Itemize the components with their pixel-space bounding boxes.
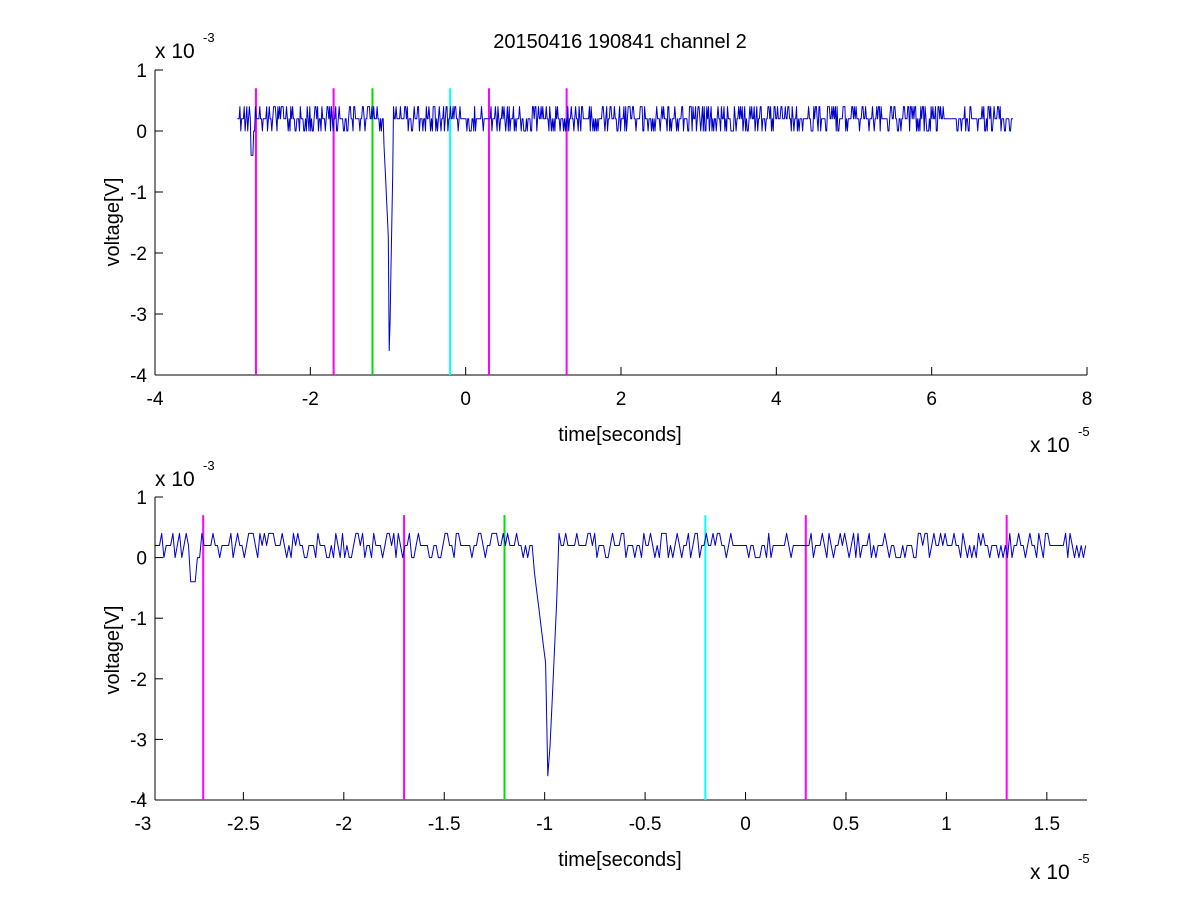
figure-title: 20150416 190841 channel 2 xyxy=(493,31,747,53)
top-y-ticks: -4 -3 -2 -1 0 1 xyxy=(130,61,163,387)
bottom-y-tick-label: -3 xyxy=(130,730,147,751)
top-voltage-trace xyxy=(237,106,1014,352)
bottom-y-tick-label: -4 xyxy=(130,791,147,812)
top-y-tick-label: -4 xyxy=(130,366,147,387)
top-subplot: -4 -2 0 2 4 6 8 -4 -3 -2 -1 0 1 time[seconds] volta… xyxy=(102,30,1092,457)
bottom-axes-box xyxy=(154,497,1087,801)
top-y-multiplier-base: x 10 xyxy=(155,40,195,63)
bottom-x-multiplier-base: x 10 xyxy=(1030,861,1070,884)
bottom-y-multiplier-exponent: -3 xyxy=(203,458,215,473)
bottom-x-tick-label: 0.5 xyxy=(833,814,859,835)
bottom-voltage-trace xyxy=(155,532,1087,777)
top-y-multiplier-exponent: -3 xyxy=(203,30,215,45)
top-x-multiplier: x 10 -5 xyxy=(1030,424,1090,457)
top-x-tick-label: 8 xyxy=(1082,389,1093,410)
top-x-tick-label: 0 xyxy=(460,389,471,410)
bottom-x-tick-label: -2.5 xyxy=(227,814,260,835)
top-x-multiplier-base: x 10 xyxy=(1030,434,1070,457)
bottom-y-multiplier: x 10 -3 xyxy=(155,458,215,491)
bottom-y-axis-label: voltage[V] xyxy=(102,606,124,695)
top-y-tick-label: 0 xyxy=(136,122,147,143)
bottom-x-tick-label: -0.5 xyxy=(629,814,662,835)
bottom-trace-group xyxy=(155,532,1087,777)
top-y-multiplier: x 10 -3 xyxy=(155,30,215,63)
top-y-tick-label: 1 xyxy=(136,61,147,82)
top-x-tick-label: 6 xyxy=(926,389,937,410)
bottom-y-tick-label: -1 xyxy=(130,609,147,630)
top-x-tick-label: 2 xyxy=(616,389,627,410)
top-x-tick-label: -4 xyxy=(147,389,164,410)
bottom-subplot: -3 -2.5 -2 -1.5 -1 -0.5 0 0.5 1 1.5 -4-3-2-101 ti… xyxy=(102,458,1090,884)
bottom-marker-lines xyxy=(202,515,1008,800)
top-x-tick-label: 4 xyxy=(771,389,782,410)
top-x-ticks: -4 -2 0 2 4 6 8 xyxy=(147,367,1093,410)
top-y-tick-label: -2 xyxy=(130,244,147,265)
bottom-y-multiplier-base: x 10 xyxy=(155,468,195,491)
top-y-tick-label: -1 xyxy=(130,183,147,204)
top-y-tick-label: -3 xyxy=(130,305,147,326)
bottom-x-multiplier-exponent: -5 xyxy=(1078,851,1090,866)
bottom-x-tick-label: 1.5 xyxy=(1034,814,1060,835)
bottom-y-tick-label: -2 xyxy=(130,670,147,691)
top-x-tick-label: -2 xyxy=(302,389,319,410)
bottom-x-ticks: -3 -2.5 -2 -1.5 -1 -0.5 0 0.5 1 1.5 xyxy=(134,792,1060,835)
top-trace-group xyxy=(237,106,1014,352)
bottom-y-tick-label: 0 xyxy=(136,549,147,570)
bottom-y-ticks: -4 -3 -2 -1 0 1 xyxy=(130,488,163,812)
bottom-y-tick-label: 1 xyxy=(136,488,147,509)
top-x-axis-label: time[seconds] xyxy=(558,424,681,446)
top-y-axis-label: voltage[V] xyxy=(102,178,124,267)
top-marker-lines xyxy=(254,88,568,375)
bottom-x-tick-label: -3 xyxy=(134,814,151,835)
bottom-x-tick-label: -1.5 xyxy=(428,814,461,835)
bottom-x-axis-label: time[seconds] xyxy=(558,849,681,871)
bottom-x-tick-label: -2 xyxy=(335,814,352,835)
top-x-multiplier-exponent: -5 xyxy=(1078,424,1090,439)
bottom-x-tick-label: 1 xyxy=(941,814,952,835)
bottom-x-tick-label: 0 xyxy=(740,814,751,835)
bottom-x-tick-label: -1 xyxy=(536,814,553,835)
bottom-x-multiplier: x 10 -5 xyxy=(1030,851,1090,884)
